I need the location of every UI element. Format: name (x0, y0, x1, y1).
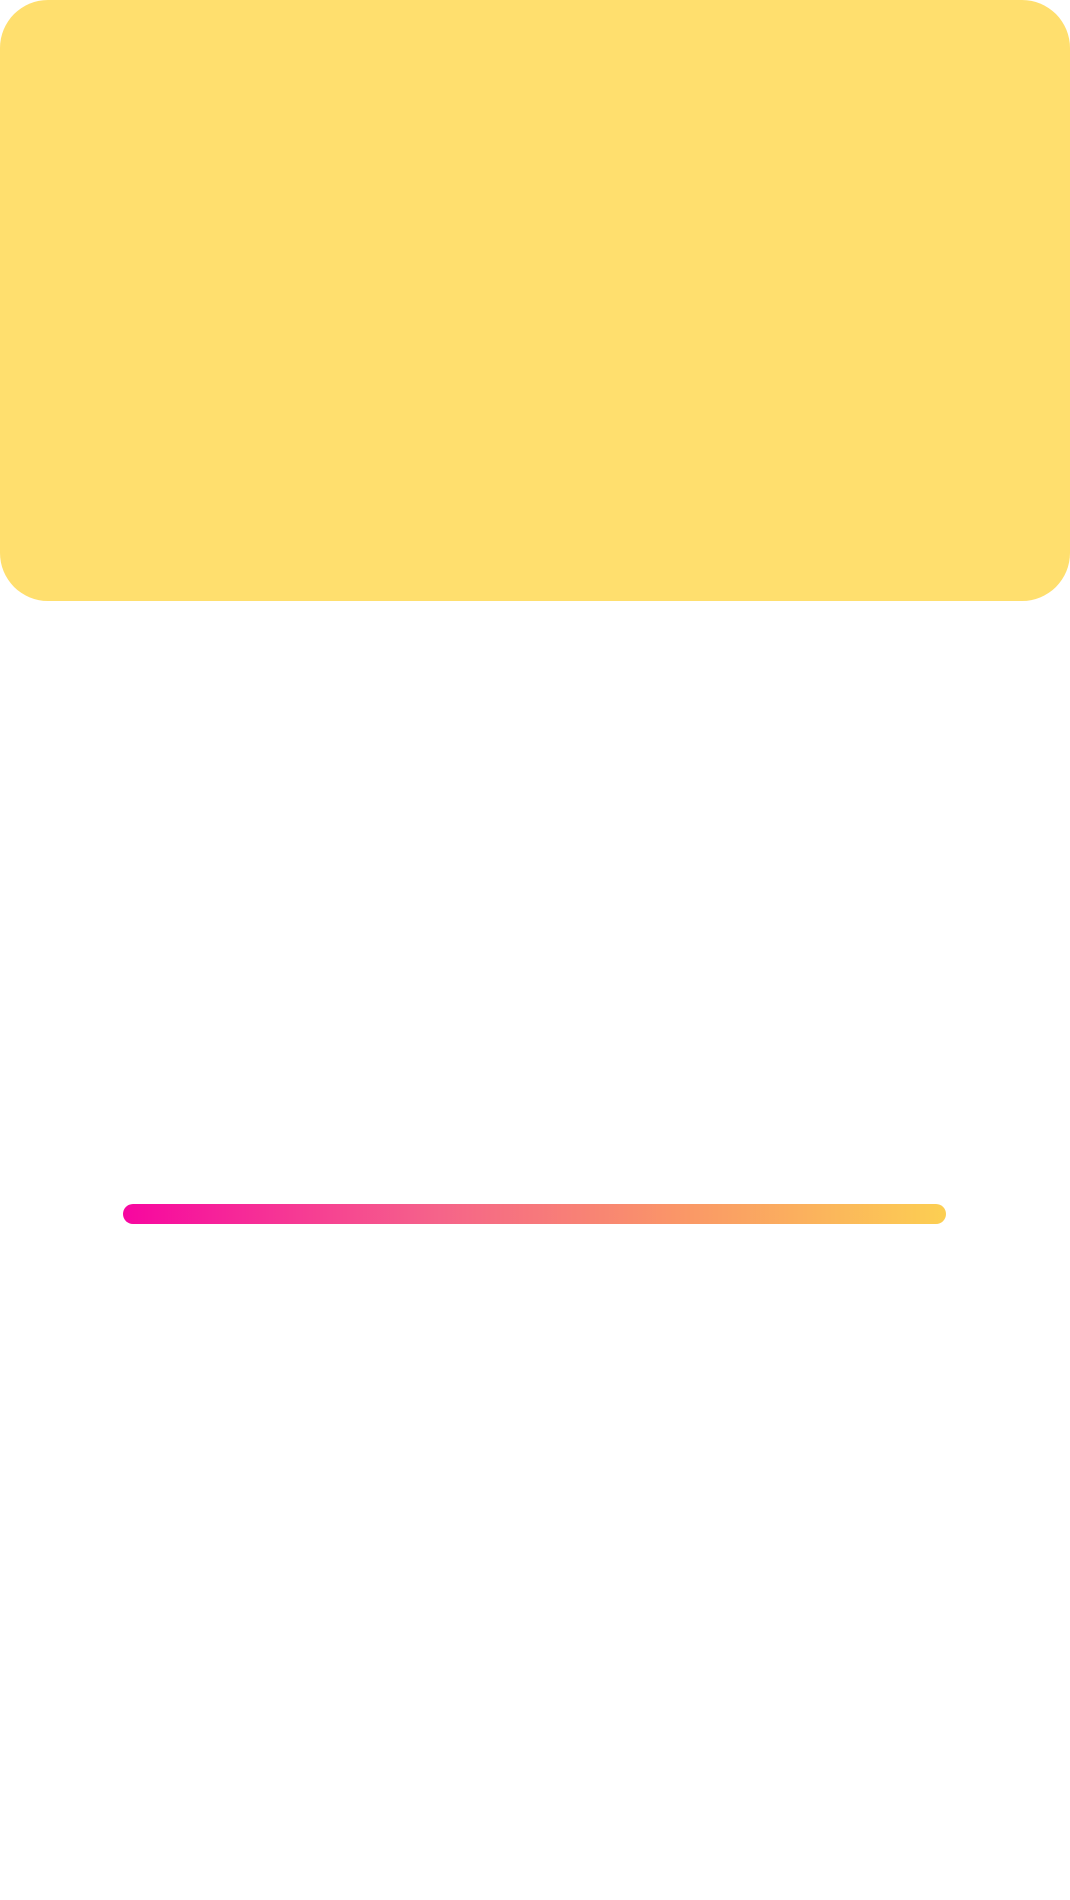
gradient-divider (123, 1204, 946, 1224)
hero-card (0, 0, 1070, 601)
